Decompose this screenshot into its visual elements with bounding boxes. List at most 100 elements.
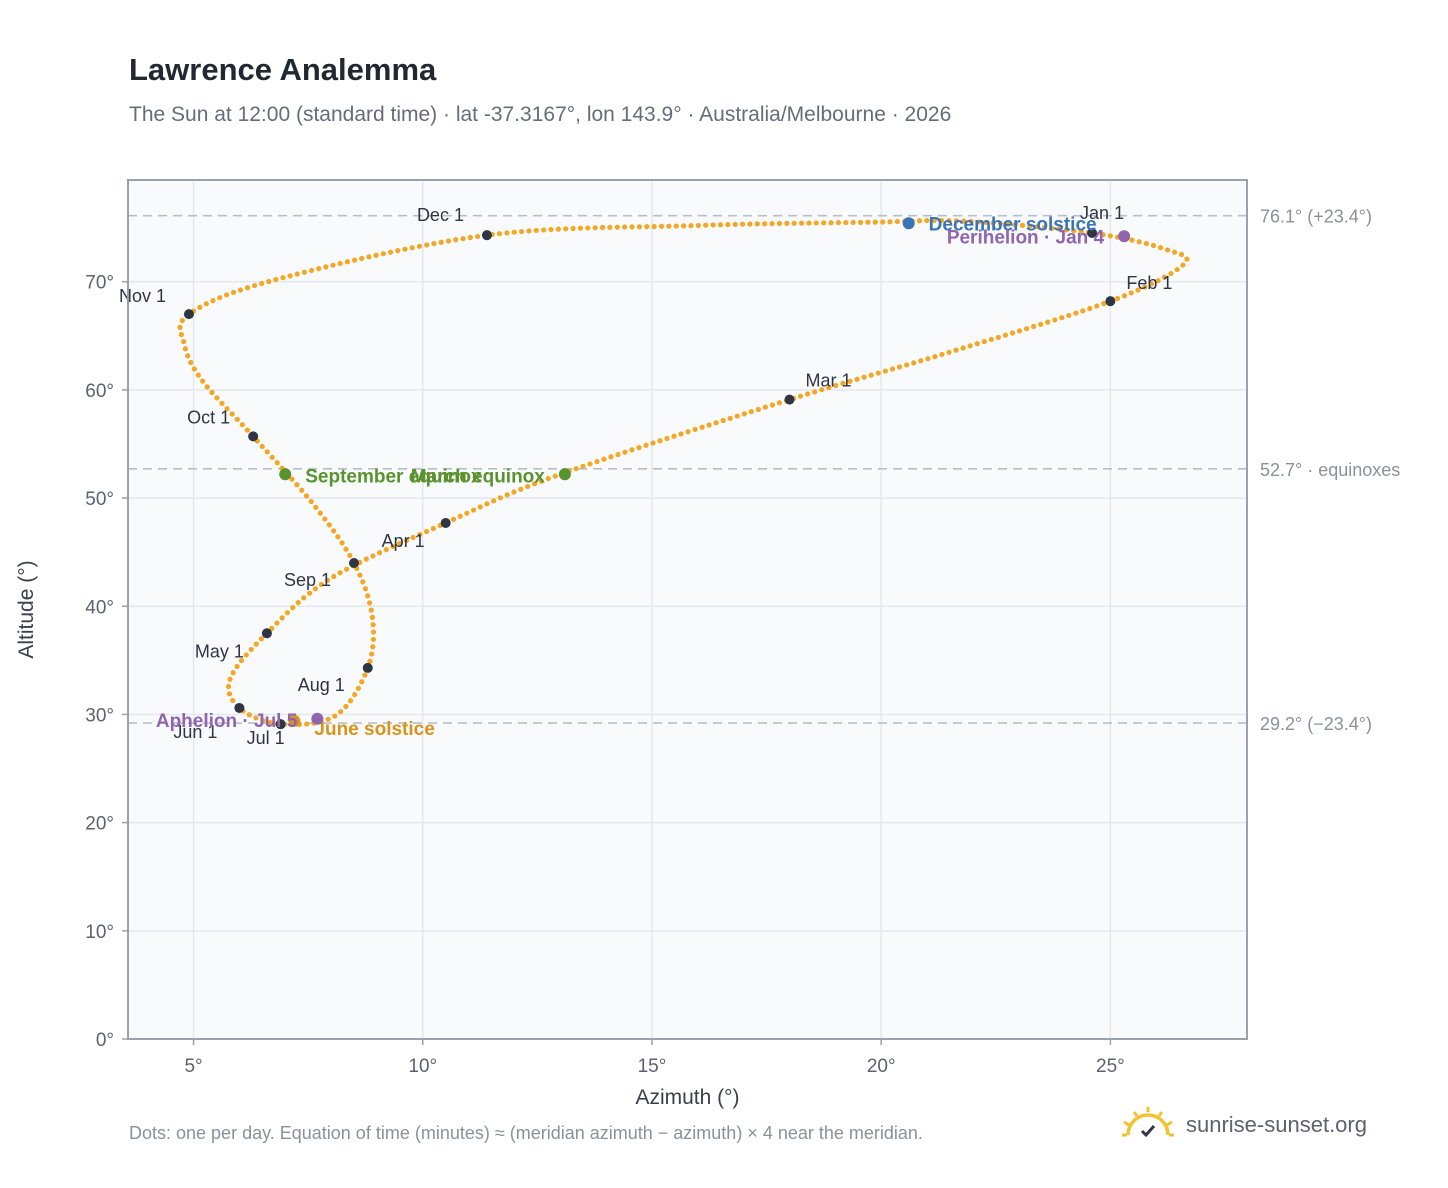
day-dot xyxy=(706,422,712,428)
day-dot xyxy=(703,222,709,228)
day-dot xyxy=(599,224,606,231)
day-dot xyxy=(924,217,930,224)
day-dot xyxy=(204,384,210,390)
day-dot xyxy=(629,224,635,230)
day-dot xyxy=(769,402,776,408)
event-marker xyxy=(279,468,292,481)
day-dot xyxy=(664,435,670,442)
day-dot xyxy=(185,353,191,359)
day-dot xyxy=(224,406,230,412)
day-dot xyxy=(367,658,373,664)
day-dot xyxy=(1178,251,1185,258)
month-marker xyxy=(362,662,373,673)
day-dot xyxy=(518,228,525,235)
day-dot xyxy=(209,389,215,396)
event-label: December solstice xyxy=(929,214,1097,235)
y-tick-label: 70° xyxy=(85,273,114,294)
day-dot xyxy=(622,224,628,230)
day-dot xyxy=(636,224,642,230)
day-dot xyxy=(424,242,430,248)
day-dot xyxy=(865,219,871,225)
day-dot xyxy=(673,223,679,229)
x-tick-label: 25° xyxy=(1096,1056,1125,1077)
day-dot xyxy=(238,657,245,664)
day-dot xyxy=(813,220,819,226)
day-dot xyxy=(812,389,818,395)
day-dot xyxy=(961,218,967,224)
day-dot xyxy=(178,332,184,338)
day-dot xyxy=(797,393,804,399)
day-dot xyxy=(720,417,726,424)
day-dot xyxy=(1071,228,1077,234)
day-dot xyxy=(355,685,362,691)
day-dot xyxy=(734,413,740,419)
day-dot xyxy=(331,573,337,580)
month-marker-label: Nov 1 xyxy=(119,286,166,306)
day-dot xyxy=(911,360,917,366)
day-dot xyxy=(244,285,251,291)
month-marker xyxy=(183,309,194,320)
reference-line-label: 29.2° (−23.4°) xyxy=(1260,714,1372,734)
day-dot xyxy=(1080,308,1086,314)
day-dot xyxy=(983,219,989,226)
day-dot xyxy=(960,345,966,351)
day-dot xyxy=(887,219,893,225)
day-dot xyxy=(266,278,272,285)
day-dot xyxy=(457,513,463,519)
day-dot xyxy=(303,493,310,499)
y-tick-label: 40° xyxy=(85,597,114,618)
day-dot xyxy=(614,224,620,230)
day-dot xyxy=(511,229,517,235)
day-dot xyxy=(868,372,874,378)
day-dot xyxy=(295,600,301,606)
y-tick-label: 30° xyxy=(85,705,114,726)
day-dot xyxy=(264,449,270,455)
day-dot xyxy=(395,248,401,254)
day-dot xyxy=(981,338,987,345)
y-tick-label: 50° xyxy=(85,489,114,510)
day-dot xyxy=(230,289,237,296)
day-dot xyxy=(225,683,232,690)
day-dot xyxy=(997,220,1004,227)
day-dot xyxy=(253,641,259,647)
day-dot xyxy=(317,510,323,516)
day-dot xyxy=(497,495,503,501)
day-dot xyxy=(464,510,470,516)
day-dot xyxy=(953,347,959,353)
day-dot xyxy=(835,220,842,226)
day-dot xyxy=(450,516,457,522)
day-dot xyxy=(699,424,705,430)
day-dot xyxy=(1143,240,1149,247)
day-dot xyxy=(1148,281,1154,287)
day-dot xyxy=(538,478,544,484)
day-dot xyxy=(383,547,389,553)
day-dot xyxy=(570,225,576,232)
day-dot xyxy=(531,481,538,487)
day-dot xyxy=(776,220,783,227)
brand-logo[interactable]: sunrise-sunset.org xyxy=(1120,1103,1367,1147)
day-dot xyxy=(1024,326,1030,332)
day-dot xyxy=(685,429,691,435)
day-dot xyxy=(769,221,775,227)
month-marker-label: Sep 1 xyxy=(284,570,331,590)
day-dot xyxy=(227,676,233,682)
day-dot xyxy=(402,246,408,252)
day-dot xyxy=(403,537,410,544)
day-dot xyxy=(1056,226,1062,232)
day-dot xyxy=(541,227,547,233)
day-dot xyxy=(1171,249,1178,255)
day-dot xyxy=(861,374,867,380)
day-dot xyxy=(1157,245,1164,251)
day-dot xyxy=(880,219,886,225)
day-dot xyxy=(798,220,805,226)
day-dot xyxy=(445,238,452,244)
day-dot xyxy=(380,251,386,257)
day-dot xyxy=(338,709,344,715)
month-marker-label: Jul 1 xyxy=(247,728,285,748)
day-dot xyxy=(368,607,374,613)
month-marker xyxy=(1087,228,1098,239)
day-dot xyxy=(894,218,900,225)
day-dot xyxy=(713,420,719,426)
day-dot xyxy=(294,271,300,277)
